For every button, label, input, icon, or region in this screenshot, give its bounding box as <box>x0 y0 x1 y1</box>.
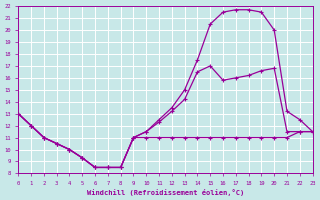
X-axis label: Windchill (Refroidissement éolien,°C): Windchill (Refroidissement éolien,°C) <box>87 189 244 196</box>
